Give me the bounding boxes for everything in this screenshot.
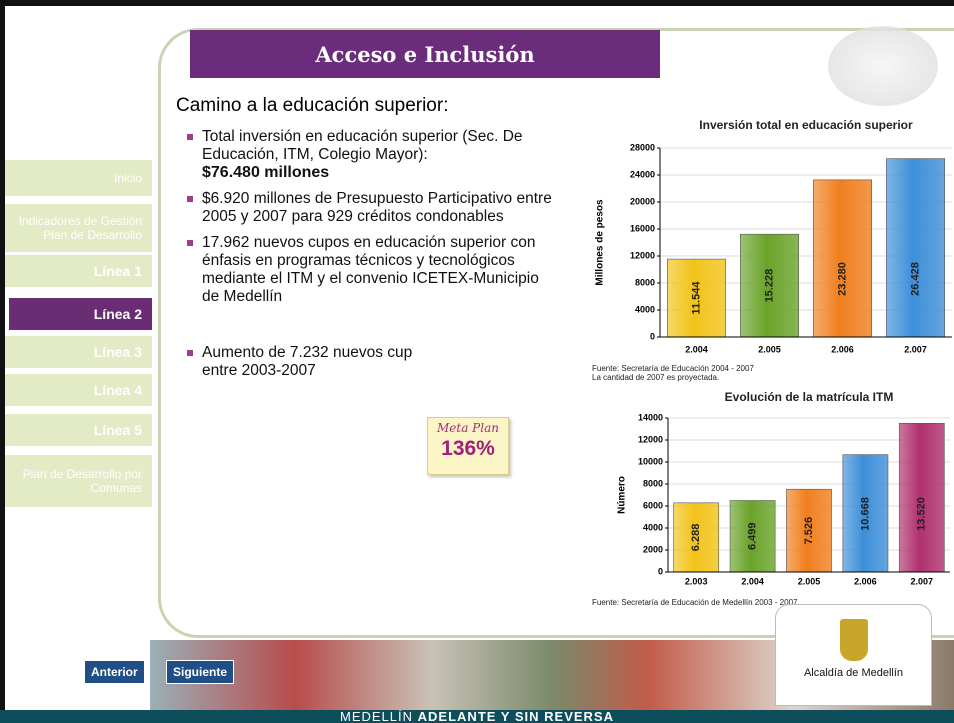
chart-title: Evolución de la matrícula ITM — [725, 390, 894, 404]
y-tick-label: 4000 — [643, 522, 663, 532]
x-tick-label: 2.004 — [685, 344, 708, 354]
value-label: 23.280 — [836, 262, 848, 296]
slogan-bar: MEDELLÍN ADELANTE Y SIN REVERSA — [0, 710, 954, 723]
logo-caption: Alcaldía de Medellín — [776, 667, 931, 679]
previous-button[interactable]: Anterior — [84, 660, 145, 684]
charts: Inversión total en educación superior Mil… — [0, 0, 954, 640]
y-tick-label: 28000 — [630, 142, 655, 152]
y-axis-label: Número — [617, 476, 628, 514]
y-tick-label: 12000 — [638, 434, 663, 444]
y-tick-label: 20000 — [630, 196, 655, 206]
x-tick-label: 2.003 — [685, 576, 708, 586]
source-note: Fuente: Secretaría de Educación 2004 - 2… — [592, 364, 754, 373]
y-tick-label: 10000 — [638, 456, 663, 466]
value-label: 11.544 — [690, 281, 702, 315]
value-label: 6.288 — [690, 524, 702, 552]
y-tick-label: 16000 — [630, 223, 655, 233]
source-note: Fuente: Secretaría de Educación de Medel… — [592, 598, 798, 607]
slogan: ADELANTE Y SIN REVERSA — [418, 710, 614, 723]
logo-badge: Alcaldía de Medellín — [775, 604, 932, 706]
value-label: 26.428 — [909, 262, 921, 296]
chart-title: Inversión total en educación superior — [699, 118, 913, 132]
y-tick-label: 2000 — [643, 544, 663, 554]
y-tick-label: 0 — [650, 331, 655, 341]
x-tick-label: 2.006 — [854, 576, 877, 586]
y-tick-label: 14000 — [638, 412, 663, 422]
value-label: 6.499 — [747, 522, 759, 550]
x-tick-label: 2.005 — [758, 344, 781, 354]
value-label: 7.526 — [803, 517, 815, 545]
y-tick-label: 4000 — [635, 304, 655, 314]
value-label: 13.520 — [916, 497, 928, 531]
y-tick-label: 24000 — [630, 169, 655, 179]
x-tick-label: 2.007 — [904, 344, 927, 354]
y-axis-label: Millones de pesos — [595, 199, 606, 286]
page: Acceso e Inclusión html, body { margin: … — [0, 0, 954, 723]
slide: { "header": {"title": "Acceso e Inclusió… — [0, 0, 954, 723]
bar — [886, 159, 944, 337]
bar — [813, 180, 871, 337]
x-tick-label: 2.005 — [798, 576, 821, 586]
x-tick-label: 2.007 — [911, 576, 934, 586]
source-note: La cantidad de 2007 es proyectada. — [592, 373, 719, 382]
y-tick-label: 6000 — [643, 500, 663, 510]
value-label: 15.228 — [763, 269, 775, 303]
value-label: 10.668 — [859, 497, 871, 531]
next-button[interactable]: Siguiente — [166, 660, 234, 684]
y-tick-label: 0 — [658, 566, 663, 576]
coat-of-arms — [840, 619, 868, 661]
x-tick-label: 2.006 — [831, 344, 854, 354]
y-tick-label: 8000 — [635, 277, 655, 287]
y-tick-label: 12000 — [630, 250, 655, 260]
x-tick-label: 2.004 — [741, 576, 764, 586]
slogan-strong: MEDELLÍN — [340, 710, 413, 723]
y-tick-label: 8000 — [643, 478, 663, 488]
